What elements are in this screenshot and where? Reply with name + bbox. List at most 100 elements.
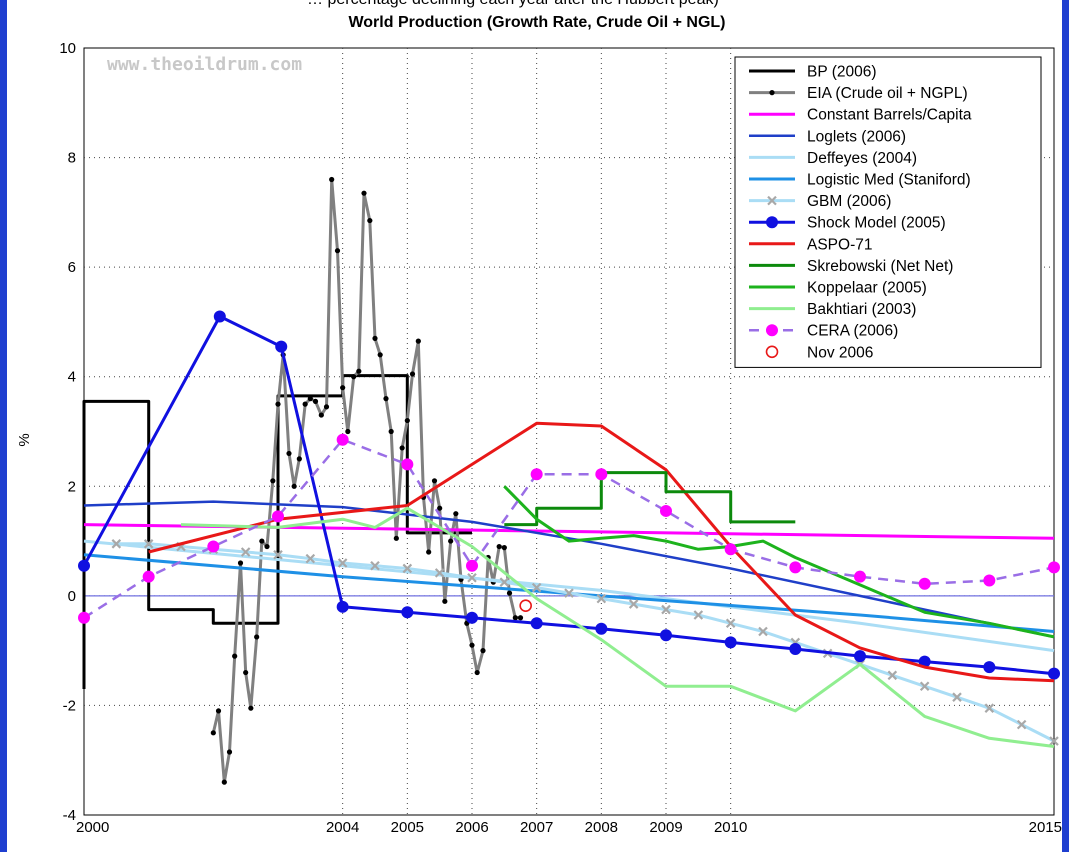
series-eia-crude-oil-ngpl [210,176,524,785]
series-bakhtiari-2003 [180,506,1055,748]
data-point [409,371,416,377]
data-point [243,669,249,676]
series-line-skrebowski-net-net [504,471,796,527]
data-point [143,539,154,549]
data-point [530,468,543,481]
y-tick-label: 8 [68,150,76,167]
series-line-bakhtiari-2003 [180,506,1055,748]
data-point [693,610,704,620]
data-point [356,368,362,374]
legend-label: BP (2006) [807,64,877,81]
data-point [254,634,260,640]
legend-item: Skrebowski (Net Net) [749,258,953,275]
data-point [595,468,608,481]
data-point [312,398,319,404]
data-point [361,190,367,196]
legend-label: ASPO-71 [807,236,872,253]
data-point [399,445,405,451]
y-tick-label: 2 [68,478,76,495]
x-tick-label: 2004 [326,819,359,836]
legend-marker [767,195,777,206]
line-chart: World Production (Growth Rate, Crude Oil… [16,14,1062,836]
data-point [264,543,270,550]
series-line-logistic-med-staniford [83,553,1055,633]
data-point [789,642,802,655]
legend-item: BP (2006) [749,64,877,81]
data-point [660,504,672,517]
series-line-eia-crude-oil-ngpl [211,178,521,784]
data-point [210,730,216,736]
legend-label: GBM (2006) [807,193,891,210]
series-deffeyes-2004 [83,539,1055,653]
data-point [466,611,478,624]
legend-item: GBM (2006) [749,193,891,210]
data-point [226,749,233,755]
data-point [474,669,480,676]
x-tick-label: 2006 [455,819,488,836]
data-point [661,604,671,615]
data-point [237,560,244,566]
legend-item: Deffeyes (2004) [749,150,917,167]
data-point [919,681,930,692]
data-point [501,545,507,551]
data-point [983,661,996,674]
legend-label: Shock Model (2005) [807,215,946,232]
y-tick-label: 10 [59,40,76,57]
legend-label: Logistic Med (Staniford) [807,172,971,189]
data-point [383,396,389,402]
data-point [377,352,383,358]
legend-item: Bakhtiari (2003) [749,301,916,318]
data-point [388,428,394,435]
x-tick-label: 2015 [1029,819,1062,836]
data-point [1048,561,1060,574]
data-point [984,703,995,713]
series-line-gbm-2006 [116,542,1055,743]
legend-item: Shock Model (2005) [749,215,946,232]
data-point [401,458,414,471]
legend-item: Nov 2006 [765,344,873,361]
data-point [318,412,324,418]
data-point [469,642,475,648]
data-point [789,561,802,574]
y-tick-label: -2 [63,697,76,714]
data-point [334,248,341,254]
data-point [595,622,608,635]
data-point [887,670,898,681]
data-point [442,598,448,604]
data-point [453,511,459,517]
data-point [215,708,222,714]
data-point [78,559,90,572]
chart-title: World Production (Growth Rate, Crude Oil… [348,14,725,31]
data-point [111,539,122,549]
legend-label: EIA (Crude oil + NGPL) [807,85,968,102]
data-point [431,478,438,484]
series-cera-2006 [78,433,1060,624]
series-skrebowski-net-net [504,471,796,527]
legend-label: Deffeyes (2004) [807,150,917,167]
data-point [517,615,524,621]
data-point [259,538,265,544]
legend-marker [765,345,779,359]
data-point [232,653,238,659]
x-tick-label: 2010 [714,819,747,836]
data-point [854,650,866,663]
data-point [270,478,276,484]
data-point [467,573,477,583]
legend-item: CERA (2006) [749,323,898,340]
data-point [437,505,443,511]
legend-item: EIA (Crude oil + NGPL) [749,85,968,102]
data-point [272,510,284,523]
data-point [404,417,410,424]
data-point [351,374,357,380]
data-point [660,629,672,642]
data-point [275,340,288,353]
data-point [724,543,737,556]
series-loglets-2006 [83,500,1055,639]
data-point [221,779,227,785]
data-point [370,560,380,571]
series-line-koppelaar-2005 [503,485,1055,639]
data-point [401,606,414,619]
data-point [426,549,432,555]
x-tick-label: 2000 [76,819,109,836]
legend-label: Koppelaar (2005) [807,280,927,297]
